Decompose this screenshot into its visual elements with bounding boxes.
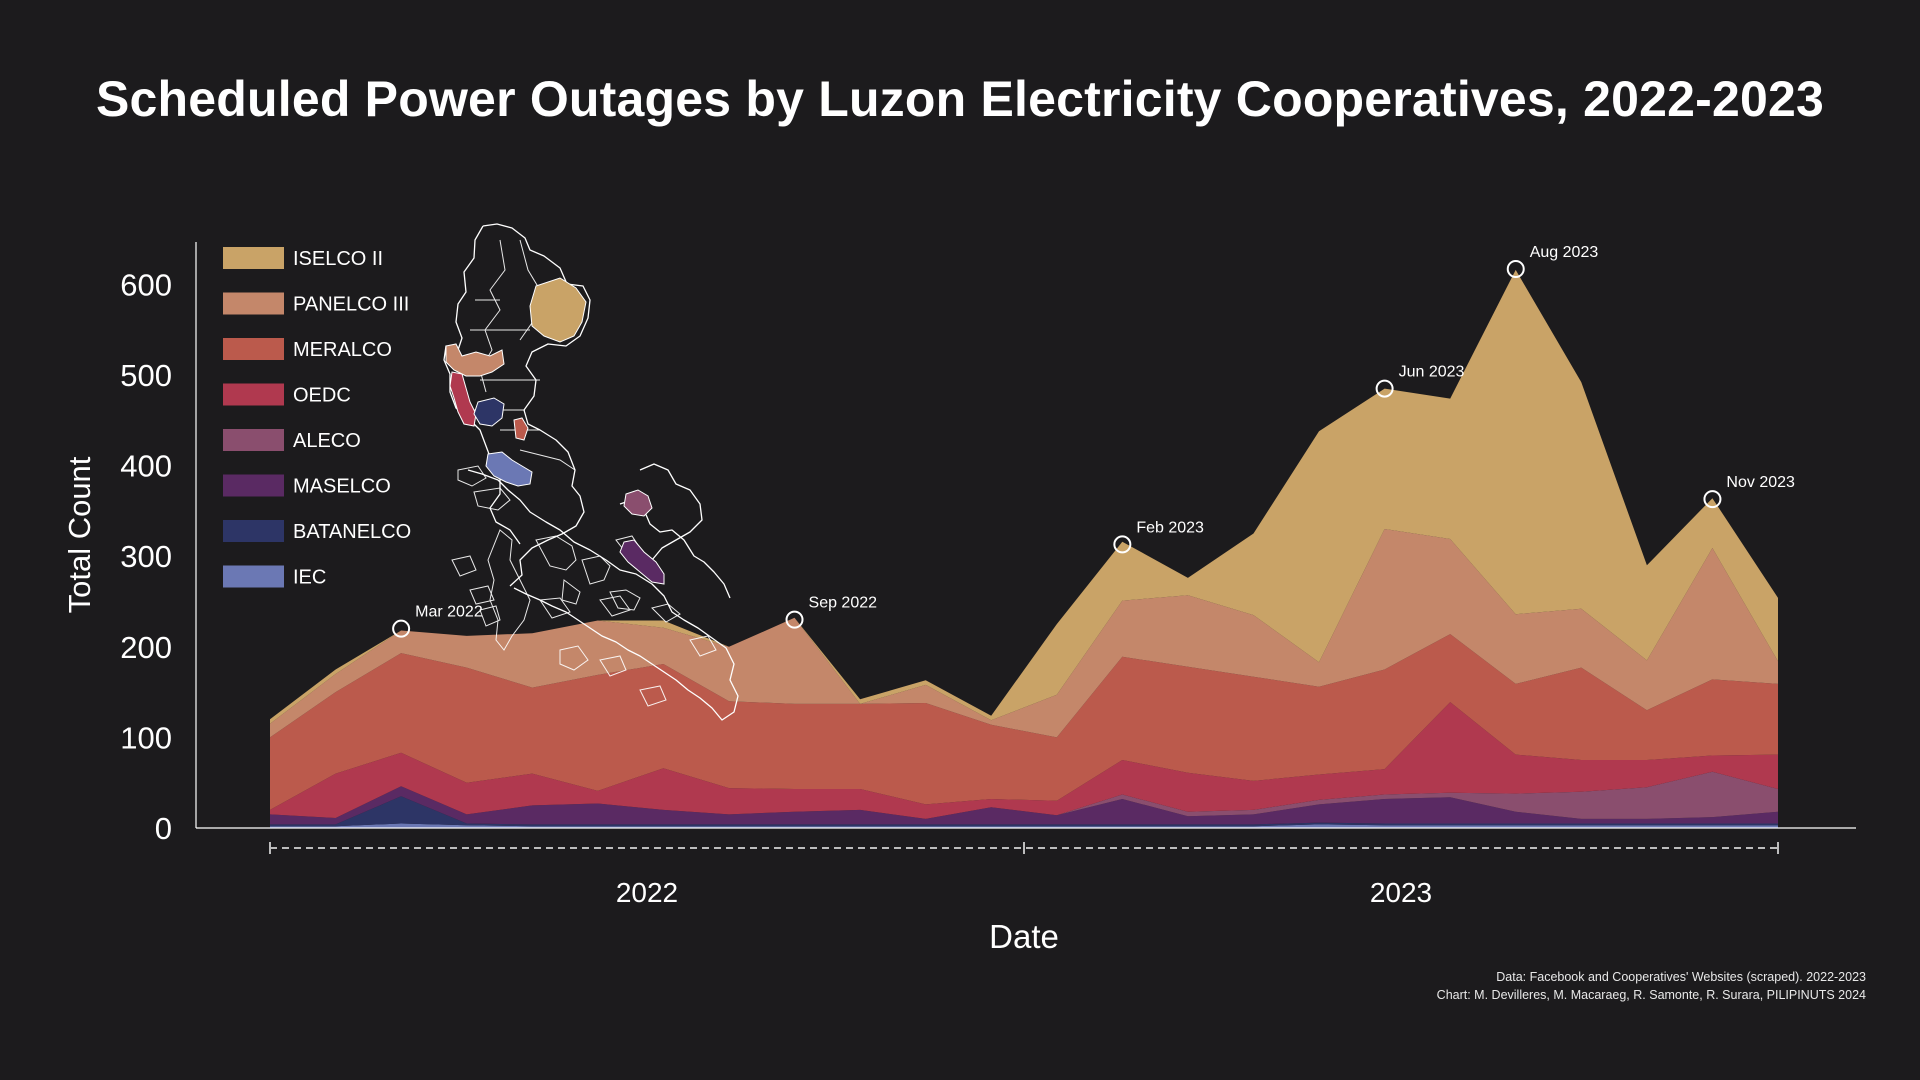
- annotation-marker: [785, 610, 804, 629]
- map-outline-north: [482, 223, 591, 587]
- axes: [195, 242, 1856, 829]
- y-tick-label: 200: [120, 630, 172, 665]
- y-tick-label: 400: [120, 449, 172, 484]
- luzon-map-inset: [443, 223, 739, 721]
- area-meralco: [270, 634, 1778, 810]
- chart-title: Scheduled Power Outages by Luzon Electri…: [95, 71, 1825, 127]
- map-outline-bicol: [639, 463, 703, 575]
- legend-swatch: [223, 338, 284, 360]
- map-mindoro: [487, 529, 531, 651]
- x-axis-label: Date: [989, 918, 1059, 955]
- x-axis: 2022 2023 Date: [269, 842, 1779, 955]
- peak-annotations: Mar 2022 Sep 2022 Feb 2023 Jun 2023 Aug 2023…: [392, 244, 1795, 638]
- area-iec: [270, 823, 1778, 828]
- legend-swatch: [223, 383, 284, 406]
- y-ticks: 0 100 200 300 400 500 600 Total Count: [62, 267, 172, 846]
- legend-label: ALECO: [293, 430, 361, 452]
- annotation-marker: [1113, 535, 1132, 554]
- stacked-areas: [270, 269, 1778, 828]
- legend: ISELCO II PANELCO III MERALCO OEDC ALECO MASE…: [223, 247, 411, 589]
- map-outline-south: [467, 469, 739, 721]
- area-iselco-ii: [270, 269, 1778, 724]
- annotation-marker: [392, 619, 411, 638]
- map-islands: [451, 465, 717, 707]
- annotation-marker: [1375, 379, 1394, 398]
- legend-label: ISELCO II: [293, 248, 383, 270]
- legend-swatch: [223, 520, 284, 542]
- legend-swatch: [223, 429, 284, 451]
- area-oedc: [270, 702, 1778, 819]
- legend-label: BATANELCO: [293, 521, 411, 543]
- area-batanelco: [270, 796, 1778, 827]
- legend-label: OEDC: [293, 385, 351, 407]
- legend-label: IEC: [293, 567, 326, 589]
- annotation-label: Aug 2023: [1530, 244, 1599, 261]
- map-region-maselco: [619, 539, 665, 585]
- map-region-iec: [485, 451, 533, 487]
- map-region-aleco: [623, 489, 653, 517]
- y-tick-label: 500: [120, 358, 172, 393]
- legend-swatch: [223, 565, 284, 588]
- annotation-label: Nov 2023: [1726, 474, 1795, 491]
- annotation-marker: [1703, 490, 1722, 509]
- annotation-marker: [1506, 259, 1525, 278]
- legend-label: MASELCO: [293, 476, 391, 498]
- y-axis-label: Total Count: [62, 456, 97, 613]
- area-maselco: [270, 786, 1778, 825]
- legend-swatch: [223, 474, 284, 497]
- area-aleco: [270, 771, 1778, 819]
- source-line-credits: Chart: M. Devilleres, M. Macaraeg, R. Sa…: [1436, 988, 1866, 1002]
- annotation-label: Jun 2023: [1399, 364, 1465, 381]
- y-tick-label: 0: [155, 811, 172, 846]
- year-label-2022: 2022: [616, 877, 678, 908]
- y-tick-label: 100: [120, 720, 172, 755]
- year-label-2023: 2023: [1370, 877, 1432, 908]
- source-note: Data: Facebook and Cooperatives' Website…: [1437, 968, 1866, 1004]
- y-tick-label: 600: [120, 267, 172, 302]
- legend-swatch: [223, 292, 284, 315]
- legend-label: MERALCO: [293, 339, 392, 361]
- map-region-panelco-iii: [445, 343, 505, 377]
- source-line-data: Data: Facebook and Cooperatives' Website…: [1496, 970, 1866, 984]
- area-panelco-iii: [270, 529, 1778, 738]
- map-region-batanelco: [473, 397, 505, 427]
- map-region-iselco-ii: [529, 277, 587, 343]
- legend-swatch: [223, 247, 284, 269]
- map-region-oedc: [449, 371, 477, 427]
- annotation-label: Mar 2022: [415, 604, 483, 621]
- legend-label: PANELCO III: [293, 294, 409, 316]
- y-tick-label: 300: [120, 539, 172, 574]
- map-region-meralco: [513, 417, 529, 441]
- annotation-label: Sep 2022: [809, 595, 878, 612]
- annotation-label: Feb 2023: [1136, 519, 1204, 536]
